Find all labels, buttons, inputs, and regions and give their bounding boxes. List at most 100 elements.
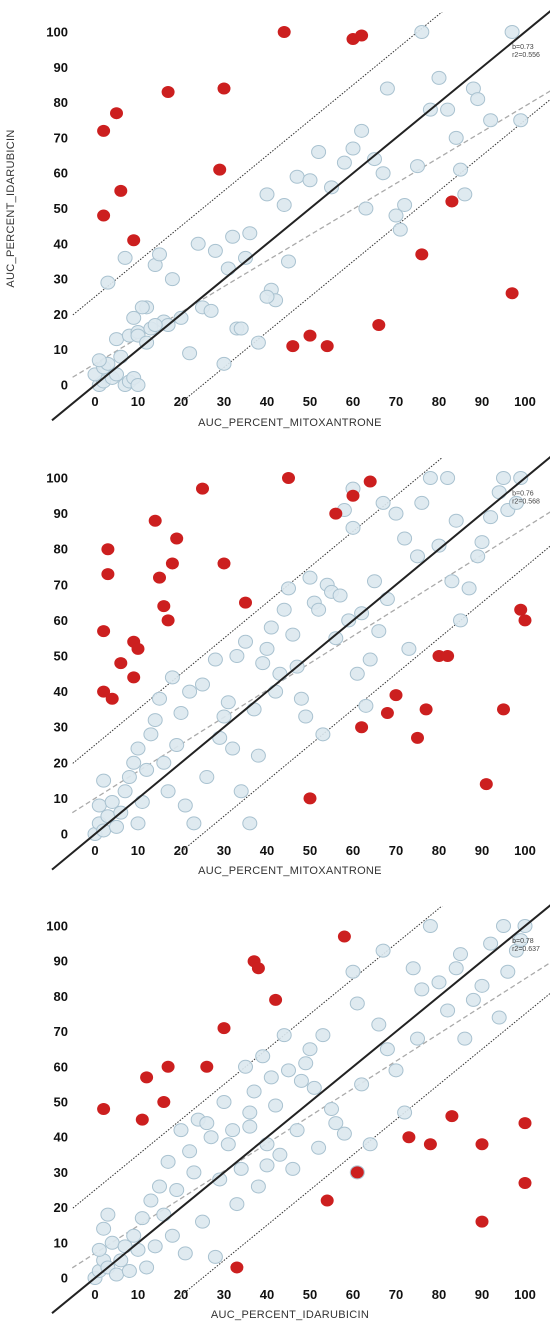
data-point	[311, 602, 327, 617]
outlier-point	[251, 962, 265, 975]
data-point	[302, 1042, 318, 1057]
data-point	[410, 549, 425, 564]
identity-line	[51, 10, 550, 422]
data-point	[444, 574, 460, 589]
fit-annotation: r2=0.556	[512, 52, 540, 59]
data-point	[113, 1253, 129, 1268]
data-point	[315, 727, 331, 742]
data-point	[173, 705, 189, 720]
data-point	[410, 159, 425, 174]
data-point	[195, 1214, 210, 1229]
data-point	[336, 155, 352, 170]
y-tick-label: 10	[54, 791, 68, 806]
lower-boundary-line	[178, 992, 550, 1297]
data-point	[113, 349, 129, 364]
data-point	[190, 236, 206, 251]
data-point	[139, 762, 155, 777]
outlier-point	[329, 507, 343, 520]
outlier-point	[97, 209, 111, 222]
outlier-points-group	[97, 26, 519, 353]
data-point	[242, 1119, 258, 1134]
x-tick-label: 0	[91, 394, 98, 409]
data-point	[147, 317, 163, 332]
outlier-point	[101, 568, 115, 581]
data-point	[388, 506, 404, 521]
data-point	[500, 964, 516, 979]
data-point	[345, 520, 361, 535]
data-point	[212, 1172, 228, 1187]
outlier-point	[200, 1060, 214, 1073]
data-point	[302, 570, 318, 585]
outlier-point	[161, 86, 175, 99]
data-point	[207, 652, 223, 667]
data-point	[182, 684, 198, 699]
outlier-point	[363, 475, 377, 488]
data-point	[147, 1239, 163, 1254]
x-axis-title: AUC_PERCENT_IDARUBICIN	[211, 1309, 369, 1321]
data-point	[169, 1183, 185, 1197]
y-tick-label: 10	[54, 342, 68, 357]
outlier-point	[131, 642, 145, 655]
data-point	[285, 627, 301, 642]
x-tick-label: 10	[131, 394, 145, 409]
data-point	[422, 919, 438, 933]
data-point	[143, 727, 159, 742]
outlier-point	[105, 692, 119, 705]
x-tick-label: 10	[131, 1287, 145, 1302]
data-point	[405, 961, 421, 976]
data-point	[126, 755, 142, 770]
upper-boundary-line	[72, 12, 443, 317]
data-point	[242, 816, 258, 831]
data-point	[263, 620, 279, 635]
data-point	[431, 975, 447, 990]
data-point	[259, 289, 275, 304]
x-tick-label: 30	[217, 394, 231, 409]
data-point	[401, 641, 417, 656]
y-tick-label: 60	[54, 1059, 68, 1074]
data-point	[134, 1211, 150, 1226]
outlier-point	[97, 1103, 111, 1116]
data-point	[362, 1137, 378, 1152]
data-point	[250, 335, 266, 350]
data-point	[470, 92, 486, 107]
data-point	[238, 634, 253, 649]
data-point	[250, 748, 266, 763]
y-tick-label: 40	[54, 684, 68, 699]
outlier-point	[445, 195, 459, 208]
data-point	[130, 741, 146, 756]
outlier-points-group	[97, 472, 532, 805]
data-point	[212, 730, 228, 745]
outlier-point	[269, 993, 283, 1006]
data-point	[246, 702, 262, 717]
x-tick-label: 50	[303, 394, 317, 409]
data-point	[379, 592, 395, 607]
y-tick-label: 20	[54, 1200, 68, 1215]
outlier-point	[423, 1138, 437, 1151]
data-point	[448, 513, 464, 528]
outlier-point	[217, 1022, 231, 1035]
x-tick-label: 60	[346, 843, 360, 858]
data-point	[96, 1221, 112, 1236]
data-point	[281, 581, 296, 596]
outlier-point	[282, 472, 295, 484]
data-point	[139, 1260, 155, 1275]
x-tick-label: 70	[389, 394, 403, 409]
outlier-point	[230, 1261, 244, 1274]
data-point	[186, 1165, 202, 1180]
data-point	[109, 332, 124, 347]
y-tick-label: 80	[54, 95, 68, 110]
data-point	[225, 229, 241, 244]
y-tick-label: 10	[54, 1235, 68, 1250]
data-point	[216, 709, 232, 724]
data-point	[453, 613, 468, 628]
data-point	[354, 1077, 370, 1092]
data-point	[311, 145, 327, 160]
outlier-point	[303, 329, 317, 342]
x-tick-label: 100	[514, 394, 536, 409]
outlier-point	[337, 930, 351, 943]
y-tick-label: 60	[54, 166, 68, 181]
data-point	[259, 1158, 275, 1173]
data-point	[173, 310, 189, 325]
data-point	[302, 173, 318, 188]
